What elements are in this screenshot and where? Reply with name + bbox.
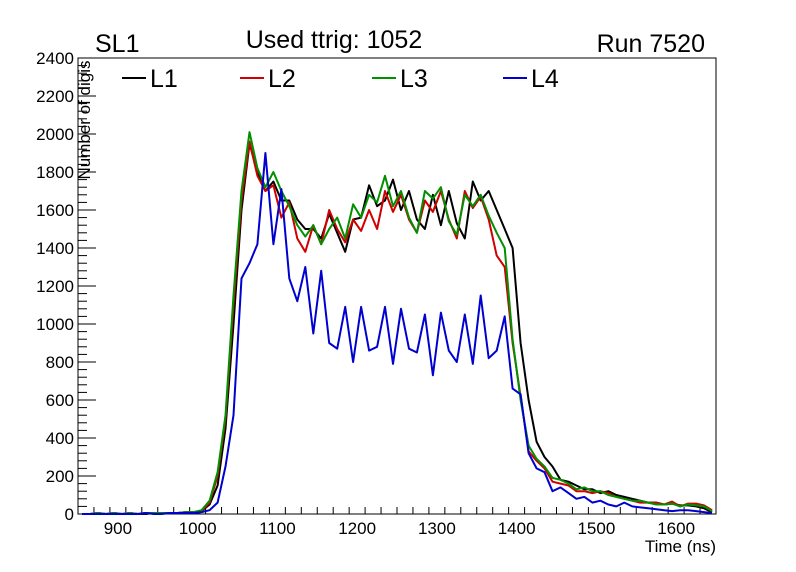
legend-label: L3: [400, 65, 428, 93]
x-tick-label: 900: [104, 519, 132, 538]
y-tick-label: 1600: [36, 201, 74, 220]
y-tick-label: 1200: [36, 277, 74, 296]
series-line-l4: [82, 152, 713, 515]
y-tick-label: 2000: [36, 125, 74, 144]
y-axis-label: Number of digis: [75, 60, 94, 179]
y-tick-label: 2200: [36, 87, 74, 106]
x-tick-label: 1600: [657, 519, 695, 538]
y-tick-label: 2400: [36, 49, 74, 68]
x-axis-label: Time (ns): [645, 537, 716, 556]
y-tick-label: 0: [65, 505, 74, 524]
x-tick-label: 1300: [418, 519, 456, 538]
y-tick-label: 800: [46, 353, 74, 372]
x-tick-label: 1500: [577, 519, 615, 538]
x-tick-label: 1000: [179, 519, 217, 538]
legend-label: L2: [268, 65, 296, 93]
series-line-l3: [82, 131, 713, 515]
y-tick-label: 1800: [36, 163, 74, 182]
y-tick-label: 600: [46, 391, 74, 410]
title-right: Run 7520: [597, 30, 705, 58]
legend: L1 L2 L3 L4: [122, 65, 559, 93]
legend-label: L1: [150, 65, 178, 93]
y-tick-label: 400: [46, 429, 74, 448]
plot-frame: [77, 57, 717, 515]
title-left: SL1: [95, 30, 139, 58]
y-tick-label: 200: [46, 467, 74, 486]
legend-label: L4: [531, 65, 559, 93]
x-tick-label: 1400: [498, 519, 536, 538]
y-tick-label: 1000: [36, 315, 74, 334]
x-tick-label: 1200: [338, 519, 376, 538]
y-tick-label: 1400: [36, 239, 74, 258]
title-center: Used ttrig: 1052: [246, 26, 423, 54]
x-tick-label: 1100: [259, 519, 296, 538]
